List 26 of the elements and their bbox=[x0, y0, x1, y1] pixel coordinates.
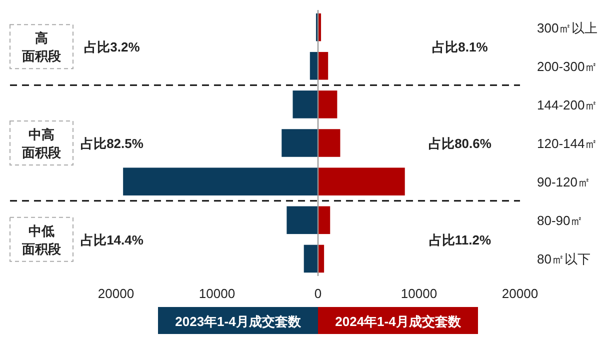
text: 面积段 bbox=[21, 145, 62, 160]
text: 高 bbox=[35, 30, 48, 46]
x-tick-label: 10000 bbox=[400, 286, 438, 301]
text: 中高 bbox=[28, 127, 54, 142]
y-tick-label: 200-300㎡ bbox=[537, 58, 598, 74]
annotation: 占比82.5% bbox=[80, 136, 144, 151]
y-tick-label: 120-144㎡ bbox=[537, 136, 598, 151]
x-tick-label: 20000 bbox=[502, 286, 538, 301]
annotation: 占比3.2% bbox=[84, 40, 140, 55]
annotation: 占比80.6% bbox=[428, 136, 492, 151]
x-tick-label: 0 bbox=[314, 286, 322, 301]
annotation: 占比14.4% bbox=[80, 232, 144, 248]
y-tick-label: 80-90㎡ bbox=[537, 213, 584, 228]
annotation: 占比11.2% bbox=[428, 232, 492, 248]
x-tick-label: 20000 bbox=[98, 286, 134, 301]
y-tick-label: 144-200㎡ bbox=[537, 97, 598, 112]
text: 2024年1-4月成交套数 bbox=[335, 314, 462, 329]
y-tick-label: 80㎡以下 bbox=[537, 252, 590, 267]
text: 面积段 bbox=[21, 48, 62, 64]
annotation: 占比8.1% bbox=[432, 40, 488, 55]
text: 中低 bbox=[28, 223, 54, 238]
text: 2023年1-4月成交套数 bbox=[175, 314, 302, 329]
y-tick-label: 90-120㎡ bbox=[537, 174, 590, 190]
x-tick-label: 10000 bbox=[198, 286, 236, 301]
y-tick-label: 300㎡以上 bbox=[537, 20, 598, 36]
text: 面积段 bbox=[21, 241, 62, 256]
